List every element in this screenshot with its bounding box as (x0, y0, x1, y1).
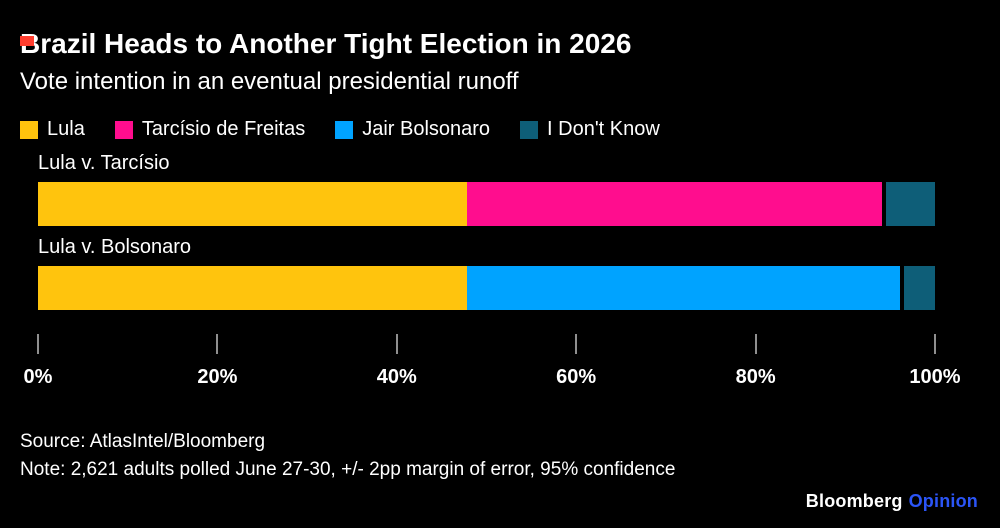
legend-swatch (114, 120, 133, 139)
bloomberg-red-tick (20, 36, 34, 46)
bloomberg-opinion-logo: Bloomberg Opinion (806, 491, 978, 512)
legend-item-tarc-sio-de-freitas: Tarcísio de Freitas (114, 118, 306, 141)
bar-row-label: Lula v. Bolsonaro (38, 235, 192, 258)
legend: Lula Tarcísio de Freitas Jair Bolsonaro I D… (20, 118, 980, 142)
legend-swatch (335, 120, 354, 139)
bar-segment-i-don-t-know (899, 265, 935, 310)
legend-item-jair-bolsonaro: Jair Bolsonaro (335, 118, 490, 141)
x-axis: 0% 20% 40% 60% 80% 100% (24, 333, 961, 396)
bar-row-label: Lula v. Tarcísio (38, 151, 170, 174)
x-tick-label: 80% (735, 365, 776, 388)
legend-item-i-don-t-know: I Don't Know (520, 118, 660, 141)
x-tick-label: 60% (556, 365, 597, 388)
x-tick-label: 40% (376, 365, 417, 388)
x-tick-label: 0% (23, 365, 53, 388)
footer: Source: AtlasIntel/Bloomberg Note: 2,621… (20, 430, 980, 482)
source-note: Source: AtlasIntel/Bloomberg (20, 430, 266, 452)
legend-item-lula: Lula (20, 118, 85, 141)
x-tick-label: 100% (909, 365, 961, 388)
x-tick-label: 20% (197, 365, 238, 388)
x-tick-mark (754, 333, 757, 354)
chart-card: Brazil Heads to Another Tight Election i… (0, 28, 1000, 528)
bar-segment-lula (38, 181, 467, 226)
chart-title: Brazil Heads to Another Tight Election i… (20, 28, 632, 59)
bar-row-lula-v-bolsonaro (38, 265, 935, 310)
bar-segment-jair-bolsonaro (466, 265, 900, 310)
x-tick-mark (934, 333, 936, 354)
bar-segment-tarc-sio-de-freitas (466, 181, 882, 226)
brand-opinion: Opinion (908, 491, 978, 511)
legend-swatch (20, 120, 38, 139)
x-tick-mark (575, 333, 578, 354)
x-tick-mark (37, 333, 39, 354)
bar-chart: Lula v. Tarcísio Lula v. Bolsonaro 0% 20% 4… (24, 152, 961, 396)
legend-label: Jair Bolsonaro (362, 118, 491, 141)
legend-label: Tarcísio de Freitas (141, 118, 306, 141)
methodology-note: Note: 2,621 adults polled June 27-30, +/… (20, 458, 676, 480)
bar-segment-lula (38, 265, 467, 310)
legend-swatch (520, 120, 539, 139)
legend-label: I Don't Know (547, 118, 660, 141)
x-tick-mark (395, 333, 398, 354)
brand-bloomberg: Bloomberg (805, 491, 903, 511)
bar-row-lula-v-tarc-sio (38, 181, 935, 226)
bar-segment-i-don-t-know (881, 181, 935, 226)
bar-rows: Lula v. Tarcísio Lula v. Bolsonaro (38, 152, 935, 310)
x-tick-mark (216, 333, 219, 354)
chart-subtitle: Vote intention in an eventual presidenti… (20, 68, 519, 96)
legend-label: Lula (47, 118, 85, 141)
